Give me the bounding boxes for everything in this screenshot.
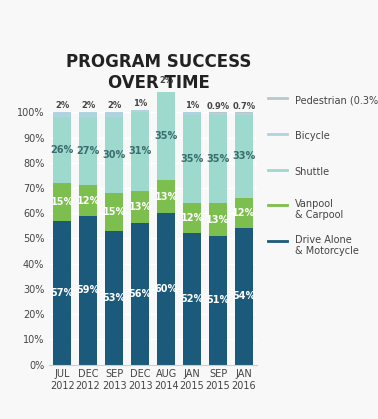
Text: 33%: 33% [232, 152, 256, 161]
Text: 35%: 35% [206, 154, 230, 164]
Bar [131, 112, 149, 191]
Bar [53, 221, 71, 365]
Bar [183, 233, 201, 365]
Bar [105, 117, 124, 193]
Text: 53%: 53% [102, 293, 126, 303]
Text: 12%: 12% [232, 208, 256, 218]
Text: 30%: 30% [102, 150, 126, 160]
Bar [79, 117, 98, 186]
Text: 59%: 59% [76, 285, 100, 295]
Text: 0.9%: 0.9% [206, 101, 229, 111]
Bar [235, 113, 253, 115]
Bar [53, 183, 71, 221]
Text: OVER TIME: OVER TIME [108, 74, 210, 92]
Text: & Motorcycle: & Motorcycle [295, 246, 359, 256]
Text: 57%: 57% [51, 288, 74, 297]
Bar [209, 115, 228, 203]
Bar [235, 228, 253, 365]
Text: 13%: 13% [206, 215, 230, 225]
Bar [157, 213, 175, 365]
Text: 26%: 26% [51, 145, 74, 155]
Text: 13%: 13% [129, 202, 152, 212]
Text: Pedestrian (0.3%): Pedestrian (0.3%) [295, 96, 378, 106]
Bar [235, 115, 253, 198]
Bar [183, 112, 201, 115]
Bar [105, 231, 124, 365]
Bar [79, 112, 98, 117]
Text: 31%: 31% [129, 147, 152, 156]
Text: 0.7%: 0.7% [232, 102, 256, 111]
Text: 1%: 1% [185, 101, 199, 110]
Bar [53, 117, 71, 183]
Text: 52%: 52% [180, 294, 204, 304]
Text: 15%: 15% [102, 207, 126, 217]
Bar [131, 110, 149, 112]
Text: Shuttle: Shuttle [295, 167, 330, 177]
Text: 2%: 2% [107, 101, 121, 110]
Bar [235, 112, 253, 113]
Text: PROGRAM SUCCESS: PROGRAM SUCCESS [66, 53, 251, 71]
Bar [105, 112, 124, 117]
Bar [235, 198, 253, 228]
Bar [183, 115, 201, 203]
Text: 2%: 2% [81, 101, 95, 110]
Text: 2%: 2% [55, 101, 69, 110]
Bar [131, 223, 149, 365]
Text: 12%: 12% [180, 213, 204, 223]
Bar [209, 113, 228, 115]
Bar [53, 112, 71, 117]
Text: 54%: 54% [232, 292, 256, 301]
Text: 13%: 13% [155, 192, 178, 202]
Bar [79, 186, 98, 216]
Bar [209, 203, 228, 236]
Bar [157, 92, 175, 181]
Text: Vanpool: Vanpool [295, 199, 334, 209]
Bar [131, 191, 149, 223]
Bar [183, 203, 201, 233]
Text: 2%: 2% [159, 76, 173, 85]
Text: 35%: 35% [155, 131, 178, 141]
Text: & Carpool: & Carpool [295, 210, 343, 220]
Bar [209, 236, 228, 365]
Text: 27%: 27% [76, 147, 100, 156]
Bar [79, 216, 98, 365]
Text: 12%: 12% [76, 196, 100, 206]
Text: 51%: 51% [206, 295, 230, 305]
Bar [157, 87, 175, 92]
Text: Drive Alone: Drive Alone [295, 235, 352, 245]
Text: 1%: 1% [133, 99, 147, 108]
Text: 35%: 35% [180, 154, 204, 164]
Text: Bicycle: Bicycle [295, 131, 330, 141]
Bar [105, 193, 124, 231]
Text: 15%: 15% [51, 197, 74, 207]
Text: 60%: 60% [155, 284, 178, 294]
Bar [157, 181, 175, 213]
Text: 56%: 56% [129, 289, 152, 299]
